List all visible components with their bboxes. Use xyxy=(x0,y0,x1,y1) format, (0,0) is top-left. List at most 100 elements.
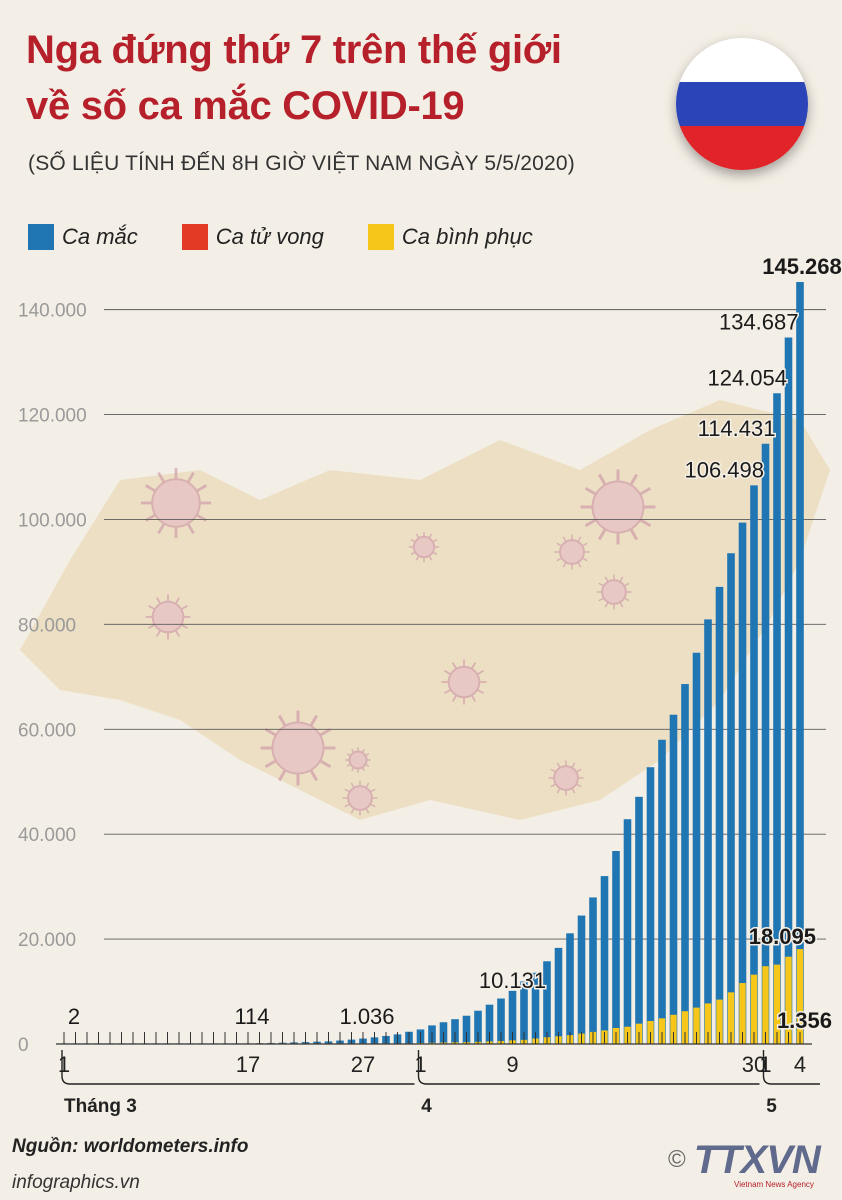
y-tick-label: 140.000 xyxy=(18,301,87,322)
y-tick-label: 100.000 xyxy=(18,510,87,531)
flag-stripe-white xyxy=(676,38,808,82)
y-tick-label: 120.000 xyxy=(18,406,87,427)
value-labels: 2 114 1.036 10.131 106.498 114.431 124.054 134.… xyxy=(66,253,842,1035)
value-label: 124.054 xyxy=(707,365,787,390)
bar-cases xyxy=(623,819,632,1044)
virus-icon xyxy=(260,710,336,786)
y-tick-label: 20.000 xyxy=(18,930,76,951)
bar-cases xyxy=(612,851,620,1044)
russia-map-illustration xyxy=(20,400,830,820)
virus-body xyxy=(151,478,201,528)
russia-flag-icon xyxy=(676,38,808,170)
legend-swatch-deaths xyxy=(181,224,208,250)
bar-cases xyxy=(497,998,505,1044)
value-label: 106.498 xyxy=(684,457,764,482)
value-label: 1.036 xyxy=(339,1004,394,1029)
bar-recovered xyxy=(693,1007,700,1044)
title-line-2: về số ca mắc COVID-19 xyxy=(26,84,465,128)
site-credit: infographics.vn xyxy=(12,1172,140,1193)
bar-recovered xyxy=(762,966,769,1044)
chart-title: Nga đứng thứ 7 trên thế giới về số ca mắ… xyxy=(26,22,562,134)
bar-recovered xyxy=(785,956,792,1044)
x-tick-label: 9 xyxy=(506,1052,518,1077)
bar-recovered xyxy=(796,949,804,1044)
y-tick-label: 60.000 xyxy=(18,720,76,741)
virus-body xyxy=(412,535,436,559)
y-tick-label: 80.000 xyxy=(18,615,76,636)
bar-cases xyxy=(600,876,609,1044)
virus-icon xyxy=(342,780,378,816)
legend-swatch-recovered xyxy=(367,224,394,250)
virus-body xyxy=(591,480,645,534)
month-label: 5 xyxy=(766,1096,777,1117)
bar-cases xyxy=(681,684,689,1044)
bar-recovered xyxy=(670,1014,677,1044)
bar-cases xyxy=(462,1015,471,1044)
y-tick-label: 40.000 xyxy=(18,825,76,846)
bar-cases xyxy=(773,393,781,1044)
virus-icon xyxy=(409,532,439,562)
value-label: 2 xyxy=(68,1004,80,1029)
chart-subtitle: (SỐ LIỆU TÍNH ĐẾN 8H GIỜ VIỆT NAM NGÀY 5… xyxy=(28,152,575,175)
bar-cases xyxy=(531,972,540,1044)
x-tick-label: 4 xyxy=(794,1052,806,1077)
bar-cases xyxy=(796,282,804,1044)
virus-icon xyxy=(345,747,371,773)
value-label: 1.356 xyxy=(777,1008,832,1033)
value-label: 134.687 xyxy=(719,310,799,335)
bar-cases xyxy=(727,553,735,1044)
bar-recovered xyxy=(658,1018,666,1044)
virus-body xyxy=(347,785,373,811)
source-note: Nguồn: worldometers.info xyxy=(12,1136,249,1157)
bar-recovered xyxy=(704,1003,712,1044)
virus-body xyxy=(553,765,579,791)
x-tick-label: 30 xyxy=(742,1052,766,1077)
value-label: 145.268 xyxy=(762,254,842,279)
legend-label-recovered: Ca bình phục xyxy=(401,224,533,249)
y-axis-labels: 0 20.000 40.000 60.000 80.000 100.000 120.000 1… xyxy=(18,301,87,1056)
bar-recovered xyxy=(727,992,735,1044)
x-tick-label: 27 xyxy=(351,1052,375,1077)
x-tick-label: 17 xyxy=(236,1052,260,1077)
virus-icon xyxy=(548,760,584,796)
bar-cases xyxy=(577,915,586,1044)
month-label: Tháng 3 xyxy=(64,1096,137,1117)
value-label: 114 xyxy=(234,1004,269,1029)
virus-body xyxy=(151,600,185,634)
ttxvn-logo: © TTXVN Vietnam News Agency xyxy=(668,1140,821,1189)
virus-body xyxy=(348,750,368,770)
virus-body xyxy=(271,721,325,775)
value-label: 18.095 xyxy=(749,924,816,949)
legend-item-cases: Ca mắc xyxy=(28,224,138,250)
bar-cases xyxy=(704,619,712,1044)
bar-cases xyxy=(715,586,724,1044)
virus-body xyxy=(447,665,481,699)
title-line-1: Nga đứng thứ 7 trên thế giới xyxy=(26,28,562,72)
bar-cases xyxy=(566,933,574,1044)
bar-cases xyxy=(554,947,563,1044)
bar-cases xyxy=(669,714,678,1044)
bar-cases xyxy=(750,485,758,1044)
legend-item-deaths: Ca tử vong xyxy=(181,224,324,250)
virus-body xyxy=(601,579,627,605)
bar-recovered xyxy=(681,1011,689,1044)
virus-icon xyxy=(554,534,590,570)
bar-cases xyxy=(543,961,551,1044)
bar-cases xyxy=(692,652,701,1044)
virus-body xyxy=(559,539,585,565)
copyright-icon: © xyxy=(668,1146,686,1173)
bar-cases xyxy=(508,990,517,1044)
x-tick-label: 1 xyxy=(414,1052,426,1077)
month-bracket xyxy=(61,1050,415,1085)
legend-swatch-cases xyxy=(28,224,54,250)
y-tick-label: 0 xyxy=(18,1035,29,1056)
flag-stripe-red xyxy=(676,126,808,170)
bar-recovered xyxy=(739,983,746,1044)
chart-legend: Ca mắc Ca tử vong Ca bình phục xyxy=(28,224,577,250)
bar-cases xyxy=(520,981,528,1044)
bar-cases xyxy=(451,1019,459,1044)
legend-item-recovered: Ca bình phục xyxy=(367,224,533,250)
virus-icon xyxy=(141,468,211,538)
bar-cases xyxy=(646,767,655,1044)
